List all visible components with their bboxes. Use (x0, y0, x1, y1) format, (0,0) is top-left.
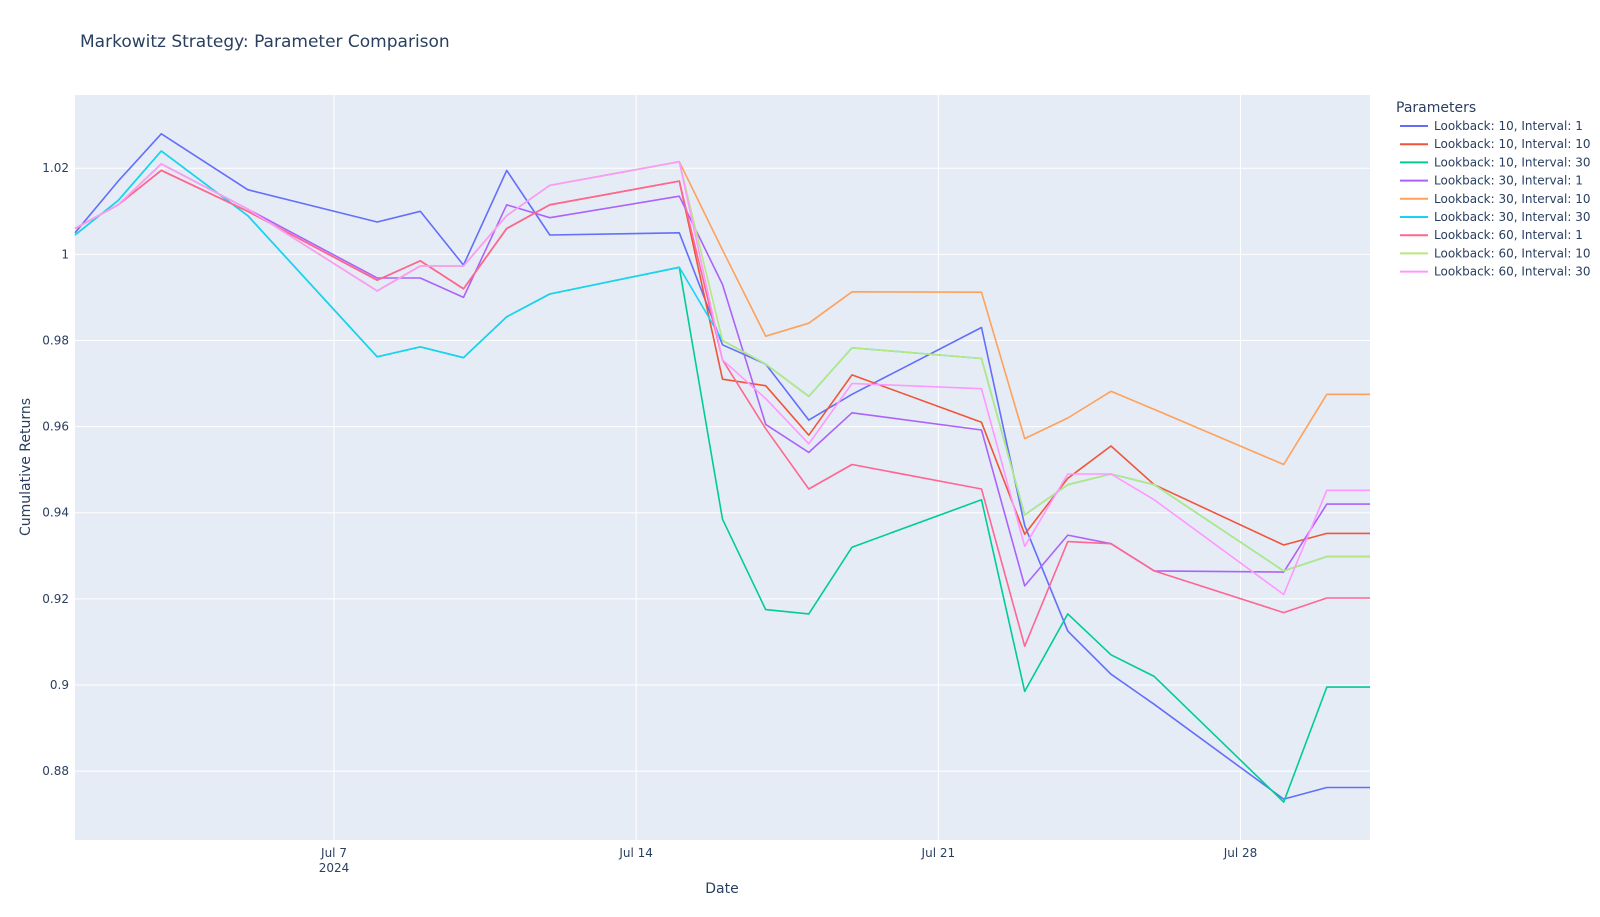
legend-label: Lookback: 60, Interval: 30 (1434, 265, 1590, 279)
legend-label: Lookback: 60, Interval: 1 (1434, 228, 1583, 242)
plot-area (75, 95, 1370, 840)
chart-title: Markowitz Strategy: Parameter Comparison (80, 32, 450, 52)
legend-title: Parameters (1396, 100, 1476, 116)
y-tick-label: 0.88 (42, 764, 69, 778)
legend-label: Lookback: 30, Interval: 1 (1434, 174, 1583, 188)
x-tick-label: Jul 28 (1223, 846, 1258, 860)
x-tick-sublabel: 2024 (319, 861, 350, 875)
y-tick-label: 1.02 (42, 161, 69, 175)
y-tick-label: 0.92 (42, 592, 69, 606)
series-lines (74, 133, 1370, 803)
y-tick-label: 0.94 (42, 506, 69, 520)
x-tick-label: Jul 21 (921, 846, 956, 860)
legend-label: Lookback: 10, Interval: 30 (1434, 155, 1590, 169)
legend: Parameters Lookback: 10, Interval: 1Look… (1396, 100, 1590, 279)
series-line-9 (74, 160, 1370, 596)
y-axis-title: Cumulative Returns (18, 398, 34, 536)
legend-items: Lookback: 10, Interval: 1 Lookback: 10, I… (1400, 119, 1590, 279)
series-line-7 (74, 169, 1370, 648)
x-tick-label: Jul 14 (618, 846, 653, 860)
x-axis-title: Date (705, 881, 738, 897)
y-tick-label: 0.9 (50, 678, 69, 692)
gridlines (75, 95, 1370, 840)
y-tick-label: 0.96 (42, 420, 69, 434)
legend-label: Lookback: 10, Interval: 10 (1434, 137, 1590, 151)
legend-label: Lookback: 30, Interval: 30 (1434, 210, 1590, 224)
x-tick-label: Jul 7 (320, 846, 347, 860)
legend-label: Lookback: 30, Interval: 10 (1434, 192, 1590, 206)
y-tick-label: 0.98 (42, 333, 69, 347)
legend-label: Lookback: 60, Interval: 10 (1434, 246, 1590, 260)
y-tick-label: 1 (61, 247, 69, 261)
legend-label: Lookback: 10, Interval: 1 (1434, 119, 1583, 133)
